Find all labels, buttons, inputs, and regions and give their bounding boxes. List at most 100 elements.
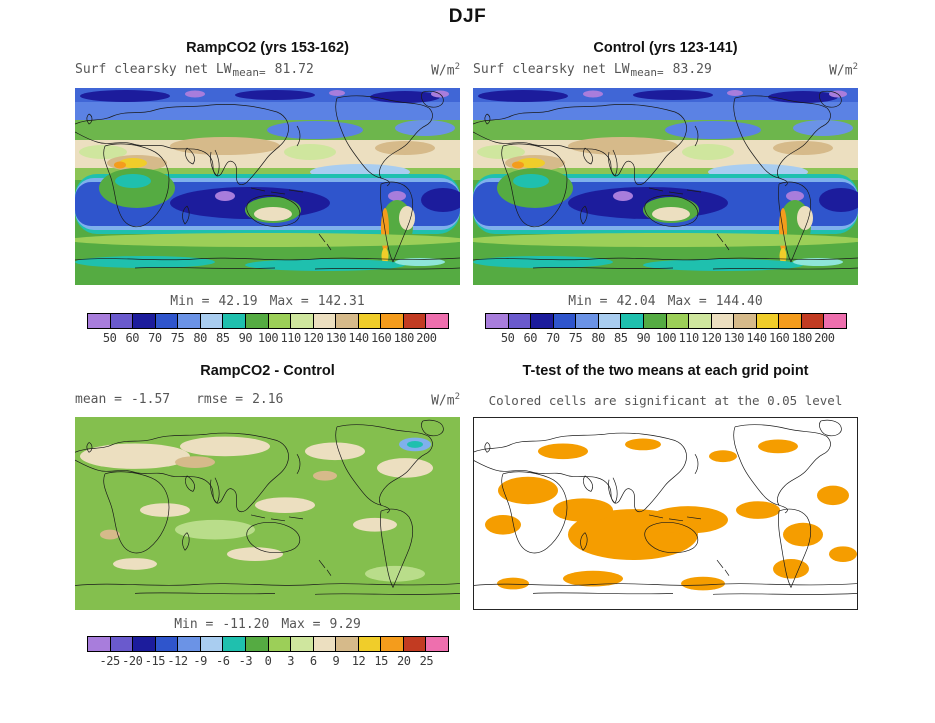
colorbar-tick: -15 [144,654,166,668]
colorbar-cells [87,313,449,329]
colorbar-cell [665,313,690,329]
map-ttest [473,417,858,610]
colorbar-cell [755,313,780,329]
colorbar-tick: 160 [371,331,392,345]
colorbar-cell [154,636,179,652]
units-label: W/m2 [829,62,858,79]
rmse-value: 2.16 [252,392,284,407]
colorbar-tick-labels: 50 60 70 75 80 85 90 100 110 120 130 140 160 180 200 [87,331,449,346]
colorbar-cell [199,636,224,652]
colorbar-cell [244,313,269,329]
colorbar-cell [530,313,554,329]
colorbar-tick: 80 [591,331,605,345]
panel-title-diff: RampCO2 - Control [200,363,335,379]
max-value: 9.29 [329,617,361,632]
colorbar-cell [425,313,449,329]
colorbar-cell [800,313,825,329]
colorbar-cell [380,313,404,329]
colorbar-cell [335,636,359,652]
variable-label: Surf clearsky net LW [75,62,232,77]
colorbar-tick: 180 [791,331,813,345]
colorbar-cell [597,313,622,329]
colorbar-cell [154,313,179,329]
colorbar-diff: -25 -20 -15 -12 -9 -6 -3 0 3 6 9 12 15 20 25 [87,636,449,669]
minmax-control: Min = 42.04 Max = 144.40 [473,294,858,309]
colorbar-cell [485,313,509,329]
colorbar-cell [177,313,201,329]
panel-header-diff: mean = -1.57 rmse = 2.16 W/m2 [75,392,460,408]
colorbar-tick: 140 [348,331,369,345]
colorbar-cell [402,313,427,329]
colorbar-tick-labels: -25 -20 -15 -12 -9 -6 -3 0 3 6 9 12 15 20 25 [87,654,449,669]
colorbar-tick: 9 [332,654,340,668]
colorbar-tick: 75 [170,331,185,345]
colorbar-cell [688,313,712,329]
colorbar-tick: -12 [167,654,188,668]
colorbar-cell [290,313,314,329]
colorbar-cell [380,636,404,652]
colorbar-cell [312,313,337,329]
colorbar-cell [710,313,735,329]
colorbar-cells [485,313,847,329]
colorbar-cell [222,313,246,329]
ttest-subtitle: Colored cells are significant at the 0.0… [488,393,843,408]
max-value: 144.40 [715,294,763,309]
colorbar-control: 50 60 70 75 80 85 90 100 110 120 130 140 160 180 200 [485,313,847,346]
colorbar-tick: -3 [238,654,253,668]
colorbar-cell [290,636,314,652]
rmse-label: rmse = [196,392,244,407]
colorbar-tick: 110 [678,331,700,345]
colorbar-tick: 60 [125,331,140,345]
colorbar-cell [642,313,667,329]
panel-title-ttest: T-test of the two means at each grid poi… [522,363,809,379]
panel-header-rampco2: Surf clearsky net LW mean= 81.72 W/m2 [75,62,460,79]
colorbar-tick: 85 [216,331,230,345]
colorbar-cell [552,313,577,329]
colorbar-tick: 20 [397,654,411,668]
colorbar-cell [425,636,449,652]
figure-title: DJF [448,6,487,27]
colorbar-tick: -6 [216,654,230,668]
min-value: -11.20 [222,617,270,632]
colorbar-cell [222,636,246,652]
colorbar-tick: 110 [280,331,302,345]
mean-label: mean= [630,66,664,79]
min-label: Min = [568,294,608,309]
map-diff [75,417,460,610]
colorbar-tick: 200 [814,331,835,345]
mean-label: mean= [232,66,266,79]
colorbar-cell [87,636,111,652]
min-value: 42.19 [218,294,258,309]
colorbar-cell [620,313,644,329]
colorbar-tick: 90 [238,331,253,345]
colorbar-tick: 60 [523,331,538,345]
colorbar-tick: 6 [309,654,317,668]
colorbar-tick: -20 [122,654,143,668]
colorbar-tick: 25 [419,654,434,668]
colorbar-cell [267,313,292,329]
colorbar-tick: 130 [325,331,347,345]
minmax-rampco2: Min = 42.19 Max = 142.31 [75,294,460,309]
colorbar-cell [177,636,201,652]
max-label: Max = [667,294,707,309]
colorbar-tick: 140 [746,331,767,345]
colorbar-tick: 100 [655,331,677,345]
mean-label: mean = [75,392,122,407]
colorbar-cell [335,313,359,329]
colorbar-tick: 120 [303,331,324,345]
min-label: Min = [170,294,210,309]
colorbar-cell [312,636,337,652]
colorbar-tick: 85 [614,331,628,345]
colorbar-cell [402,636,427,652]
map-rampco2 [75,88,460,285]
units-label: W/m2 [431,62,460,79]
colorbar-tick: -25 [99,654,121,668]
mean-value: 81.72 [274,62,314,77]
colorbar-tick: 90 [636,331,651,345]
colorbar-cell [507,313,532,329]
colorbar-cell [87,313,111,329]
colorbar-cell [132,636,156,652]
panel-title-rampco2: RampCO2 (yrs 153-162) [186,40,349,56]
colorbar-cell [575,313,599,329]
